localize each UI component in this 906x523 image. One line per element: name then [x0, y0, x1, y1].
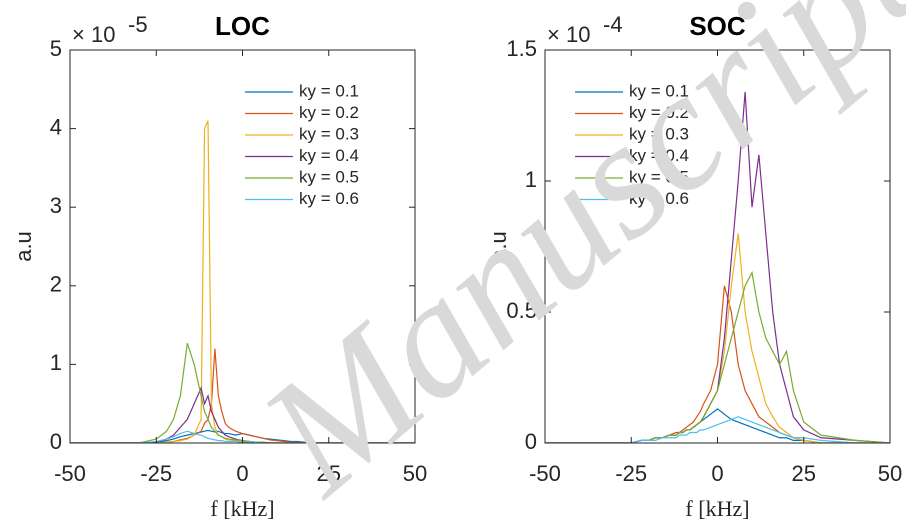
y-tick-label: 3	[50, 193, 62, 218]
y-scale-exponent: -5	[128, 12, 148, 37]
x-tick-label: 0	[236, 461, 248, 486]
y-tick-label: 2	[50, 272, 62, 297]
y-scale-base: × 10	[547, 22, 590, 47]
legend-label: ky = 0.3	[299, 124, 359, 143]
series-line	[70, 430, 415, 443]
series-line	[545, 416, 890, 443]
y-scale-base: × 10	[72, 22, 115, 47]
y-tick-label: 0.5	[506, 298, 537, 323]
x-axis-label: f [kHz]	[685, 496, 749, 521]
legend-label: ky = 0.6	[299, 189, 359, 208]
legend-label: ky = 0.1	[629, 81, 689, 100]
y-axis-label: a.u	[486, 231, 511, 262]
series-group	[70, 120, 415, 443]
y-tick-label: 1.5	[506, 36, 537, 61]
x-tick-label: 0	[711, 461, 723, 486]
legend-label: ky = 0.2	[629, 103, 689, 122]
legend-label: ky = 0.5	[629, 167, 689, 186]
y-axis-label: a.u	[11, 231, 36, 262]
x-tick-label: -25	[140, 461, 172, 486]
x-tick-label: 50	[403, 461, 427, 486]
plot-area	[545, 50, 890, 443]
legend-label: ky = 0.5	[299, 167, 359, 186]
legend-label: ky = 0.4	[299, 146, 359, 165]
series-line	[70, 429, 415, 443]
y-tick-label: 0	[50, 429, 62, 454]
y-tick-label: 1	[50, 350, 62, 375]
series-group	[545, 91, 890, 443]
series-line	[70, 386, 415, 443]
x-axis-label: f [kHz]	[210, 496, 274, 521]
x-tick-label: -50	[529, 461, 561, 486]
legend-label: ky = 0.4	[629, 146, 689, 165]
y-tick-label: 4	[50, 114, 62, 139]
chart-title: SOC	[689, 11, 746, 41]
legend-label: ky = 0.2	[299, 103, 359, 122]
x-tick-label: 25	[317, 461, 341, 486]
legend-label: ky = 0.6	[629, 189, 689, 208]
legend-label: ky = 0.1	[299, 81, 359, 100]
series-line	[70, 342, 415, 443]
x-tick-label: 25	[792, 461, 816, 486]
x-tick-label: -50	[54, 461, 86, 486]
y-tick-label: 5	[50, 36, 62, 61]
y-tick-label: 0	[525, 429, 537, 454]
x-tick-label: -25	[615, 461, 647, 486]
x-tick-label: 50	[878, 461, 902, 486]
legend-label: ky = 0.3	[629, 124, 689, 143]
series-line	[70, 120, 415, 443]
y-tick-label: 1	[525, 167, 537, 192]
y-scale-exponent: -4	[603, 12, 623, 37]
chart-title: LOC	[215, 11, 270, 41]
plot-area	[70, 50, 415, 443]
series-line	[545, 270, 890, 443]
